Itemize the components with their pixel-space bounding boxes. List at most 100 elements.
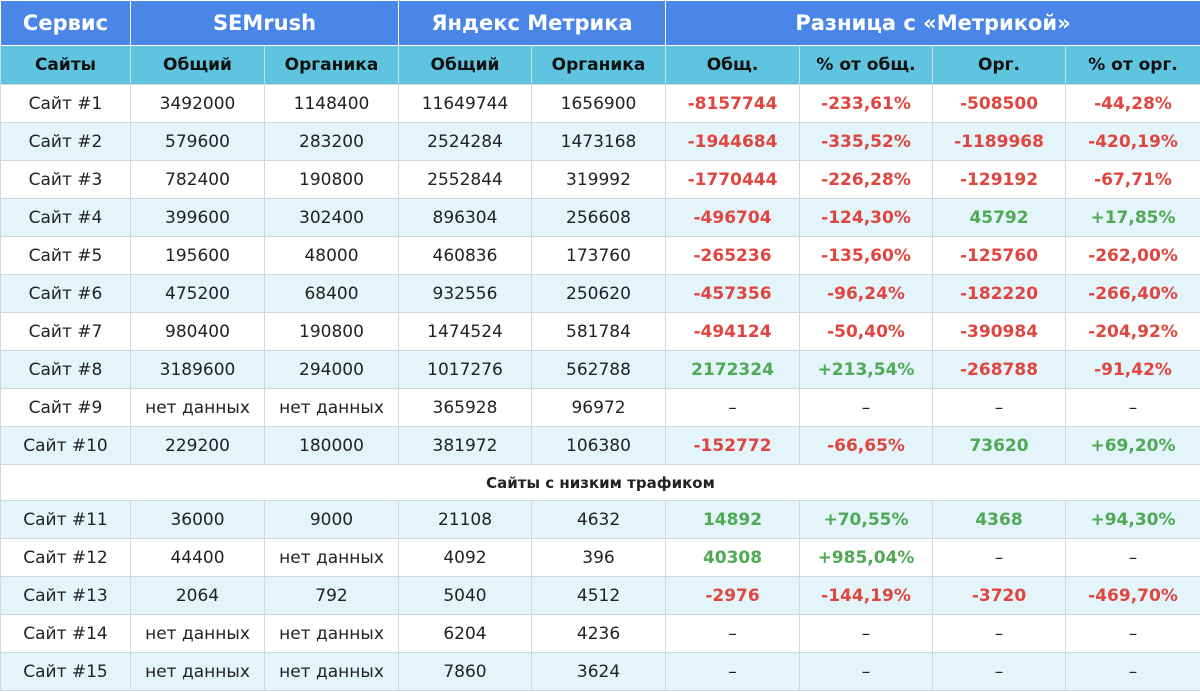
data-row: Сайт #5 195600 48000 460836 173760 -265236 -13… (0, 236, 1200, 275)
cell: -1189968 (932, 122, 1067, 161)
cell: 1017276 (398, 350, 532, 389)
cell: +94,30% (1065, 500, 1200, 539)
data-row: Сайт #12 44400 нет данных 4092 396 40308 +985,… (0, 538, 1200, 577)
column-header: Общ. (665, 45, 801, 85)
cell: Сайт #9 (0, 388, 131, 427)
cell: -44,28% (1065, 84, 1200, 123)
cell: -66,65% (799, 426, 934, 465)
cell: – (932, 388, 1067, 427)
cell: – (665, 614, 801, 653)
cell: -182220 (932, 274, 1067, 313)
column-header: Сайты (0, 45, 131, 85)
cell: -204,92% (1065, 312, 1200, 351)
cell: -1944684 (665, 122, 801, 161)
cell: – (1065, 652, 1200, 691)
cell: 980400 (130, 312, 265, 351)
cell: 319992 (530, 160, 667, 199)
cell: -1770444 (665, 160, 801, 199)
cell: -457356 (665, 274, 801, 313)
cell: нет данных (264, 614, 399, 653)
cell: 36000 (130, 500, 265, 539)
cell: -125760 (932, 236, 1067, 275)
cell: 4368 (932, 500, 1067, 539)
cell: -144,19% (799, 576, 934, 615)
data-row: Сайт #1 3492000 1148400 11649744 1656900 -815… (0, 84, 1200, 123)
cell: 180000 (264, 426, 399, 465)
cell: 2524284 (398, 122, 532, 161)
cell: 48000 (264, 236, 399, 275)
cell: 14892 (665, 500, 801, 539)
cell: – (665, 652, 801, 691)
cell: -268788 (932, 350, 1067, 389)
cell: 5040 (398, 576, 532, 615)
cell: -262,00% (1065, 236, 1200, 275)
cell: нет данных (264, 652, 399, 691)
cell: Сайт #13 (0, 576, 131, 615)
cell: – (799, 388, 934, 427)
cell: 1473168 (530, 122, 667, 161)
cell: 45792 (932, 198, 1067, 237)
cell: Сайт #7 (0, 312, 131, 351)
cell: 4236 (530, 614, 667, 653)
group-header: SEMrush (130, 0, 399, 46)
cell: -266,40% (1065, 274, 1200, 313)
data-row: Сайт #8 3189600 294000 1017276 562788 2172324… (0, 350, 1200, 389)
cell: Сайт #14 (0, 614, 131, 653)
cell: 562788 (530, 350, 667, 389)
cell: -3720 (932, 576, 1067, 615)
cell: 44400 (130, 538, 265, 577)
data-row: Сайт #10 229200 180000 381972 106380 -152772-… (0, 426, 1200, 465)
cell: 381972 (398, 426, 532, 465)
data-row: Сайт #2 579600 283200 2524284 1473168 -194468… (0, 122, 1200, 161)
column-header: Органика (264, 45, 399, 85)
cell: 6204 (398, 614, 532, 653)
cell: -8157744 (665, 84, 801, 123)
cell: -420,19% (1065, 122, 1200, 161)
cell: 3492000 (130, 84, 265, 123)
cell: 190800 (264, 312, 399, 351)
cell: -469,70% (1065, 576, 1200, 615)
cell: – (665, 388, 801, 427)
cell: +69,20% (1065, 426, 1200, 465)
cell: 40308 (665, 538, 801, 577)
cell: Сайт #11 (0, 500, 131, 539)
cell: 256608 (530, 198, 667, 237)
cell: Сайт #2 (0, 122, 131, 161)
cell: 195600 (130, 236, 265, 275)
cell: – (799, 652, 934, 691)
cell: -494124 (665, 312, 801, 351)
cell: – (932, 614, 1067, 653)
cell: 399600 (130, 198, 265, 237)
cell: 9000 (264, 500, 399, 539)
data-row: Сайт #7 980400 190800 1474524 581784 -494124-… (0, 312, 1200, 351)
cell: 932556 (398, 274, 532, 313)
cell: -335,52% (799, 122, 934, 161)
cell: 782400 (130, 160, 265, 199)
cell: 2064 (130, 576, 265, 615)
cell: – (1065, 538, 1200, 577)
section-title: Сайты с низким трафиком (0, 464, 1200, 501)
cell: -135,60% (799, 236, 934, 275)
cell: нет данных (264, 538, 399, 577)
cell: +985,04% (799, 538, 934, 577)
data-row: Сайт #15 нет данных нет данных 7860 3624– – – – (0, 652, 1200, 691)
cell: -390984 (932, 312, 1067, 351)
data-row: Сайт #9 нет данных нет данных 365928 96972– –… (0, 388, 1200, 427)
cell: -233,61% (799, 84, 934, 123)
cell: 294000 (264, 350, 399, 389)
cell: нет данных (130, 652, 265, 691)
column-header: Органика (530, 45, 667, 85)
column-header: Общий (130, 45, 265, 85)
cell: 106380 (530, 426, 667, 465)
cell: -91,42% (1065, 350, 1200, 389)
cell: 21108 (398, 500, 532, 539)
cell: -50,40% (799, 312, 934, 351)
cell: Сайт #6 (0, 274, 131, 313)
cell: – (1065, 614, 1200, 653)
cell: 581784 (530, 312, 667, 351)
cell: нет данных (264, 388, 399, 427)
data-row: Сайт #3 782400 190800 2552844 319992 -1770444… (0, 160, 1200, 199)
